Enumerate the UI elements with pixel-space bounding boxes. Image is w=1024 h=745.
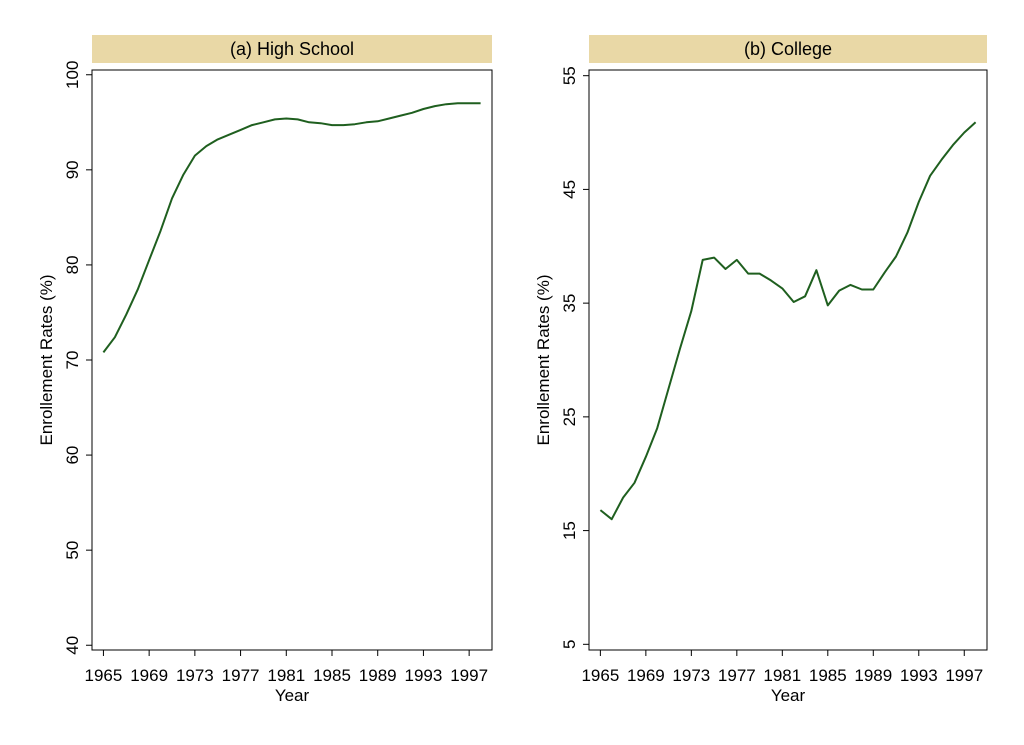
y-tick-label: 45 [560, 180, 579, 199]
y-tick-label: 80 [63, 255, 82, 274]
x-tick-label: 1981 [267, 666, 305, 685]
x-tick-label: 1997 [945, 666, 983, 685]
y-tick-label: 40 [63, 636, 82, 655]
y-tick-label: 70 [63, 351, 82, 370]
x-axis: 1965 1969 1973 1977 1981 1985 1989 1993 1997 [85, 650, 488, 685]
x-tick-label: 1973 [672, 666, 710, 685]
x-tick-label: 1985 [313, 666, 351, 685]
x-tick-label: 1969 [627, 666, 665, 685]
x-tick-label: 1969 [130, 666, 168, 685]
panel-title-bar [589, 35, 987, 63]
y-axis: 5 15 25 35 45 55 [560, 66, 589, 649]
x-tick-label: 1977 [718, 666, 756, 685]
x-tick-label: 1997 [450, 666, 488, 685]
y-axis-title: Enrollement Rates (%) [534, 274, 553, 445]
y-tick-label: 55 [560, 66, 579, 85]
y-tick-label: 50 [63, 541, 82, 560]
plot-frame [588, 69, 988, 651]
y-tick-label: 25 [560, 407, 579, 426]
x-tick-label: 1973 [176, 666, 214, 685]
x-axis-title: Year [275, 686, 310, 705]
x-tick-label: 1965 [85, 666, 123, 685]
y-tick-label: 60 [63, 446, 82, 465]
x-tick-label: 1965 [581, 666, 619, 685]
y-tick-label: 5 [560, 640, 579, 649]
x-tick-label: 1985 [809, 666, 847, 685]
x-tick-label: 1977 [222, 666, 260, 685]
x-tick-label: 1993 [900, 666, 938, 685]
x-tick-label: 1989 [359, 666, 397, 685]
x-tick-label: 1981 [763, 666, 801, 685]
y-axis-title: Enrollement Rates (%) [37, 274, 56, 445]
y-tick-label: 100 [63, 61, 82, 89]
series-line [599, 121, 977, 521]
panel-high-school: (a) High School 40 50 60 70 80 90 100 1965 1969… [37, 35, 493, 705]
panel-title-bar [92, 35, 492, 63]
panel-college: (b) College 5 15 25 35 45 55 1965 1969 1973 1977… [534, 35, 988, 705]
y-tick-label: 35 [560, 294, 579, 313]
plot-frame [91, 69, 493, 651]
x-tick-label: 1989 [854, 666, 892, 685]
panel-title: (b) College [744, 39, 832, 59]
y-axis: 40 50 60 70 80 90 100 [63, 61, 92, 655]
x-axis: 1965 1969 1973 1977 1981 1985 1989 1993 1997 [581, 650, 983, 685]
x-tick-label: 1993 [405, 666, 443, 685]
panel-title: (a) High School [230, 39, 354, 59]
y-tick-label: 15 [560, 521, 579, 540]
series-line [102, 102, 481, 354]
x-axis-title: Year [771, 686, 806, 705]
y-tick-label: 90 [63, 160, 82, 179]
